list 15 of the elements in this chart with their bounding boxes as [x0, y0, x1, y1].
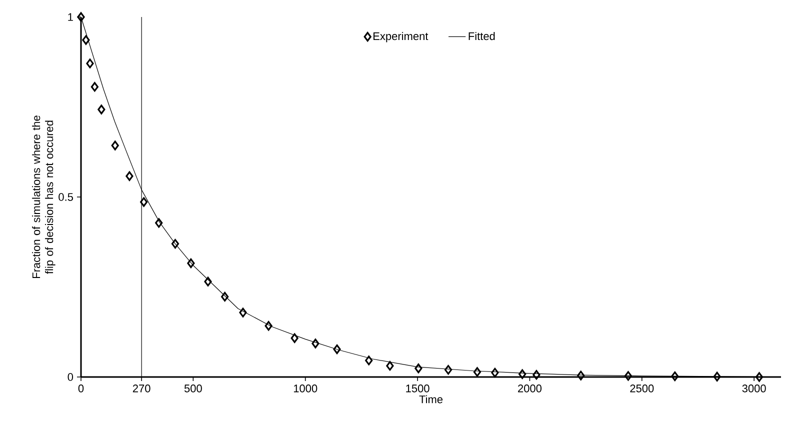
x-tick-label: 1500: [406, 384, 430, 392]
legend-label: Fitted: [468, 32, 495, 40]
y-tick-label: 0.5: [58, 193, 73, 201]
y-tick-label: 0: [68, 373, 74, 381]
legend-label: Experiment: [374, 32, 428, 42]
x-tick-label: 270: [132, 384, 150, 392]
x-tick-label: 3000: [742, 384, 766, 392]
y-axis-title: Fraction of simulations where the flip of decision has not occured: [32, 116, 56, 278]
x-tick-label: 1000: [294, 384, 318, 392]
x-tick-label: 2500: [630, 384, 654, 392]
y-tick-label: 1: [68, 13, 73, 21]
x-tick-label: 500: [184, 384, 202, 392]
x-tick-label: 2000: [518, 384, 542, 392]
x-axis-title: Time: [419, 395, 443, 404]
x-tick-label: 0: [78, 384, 84, 392]
